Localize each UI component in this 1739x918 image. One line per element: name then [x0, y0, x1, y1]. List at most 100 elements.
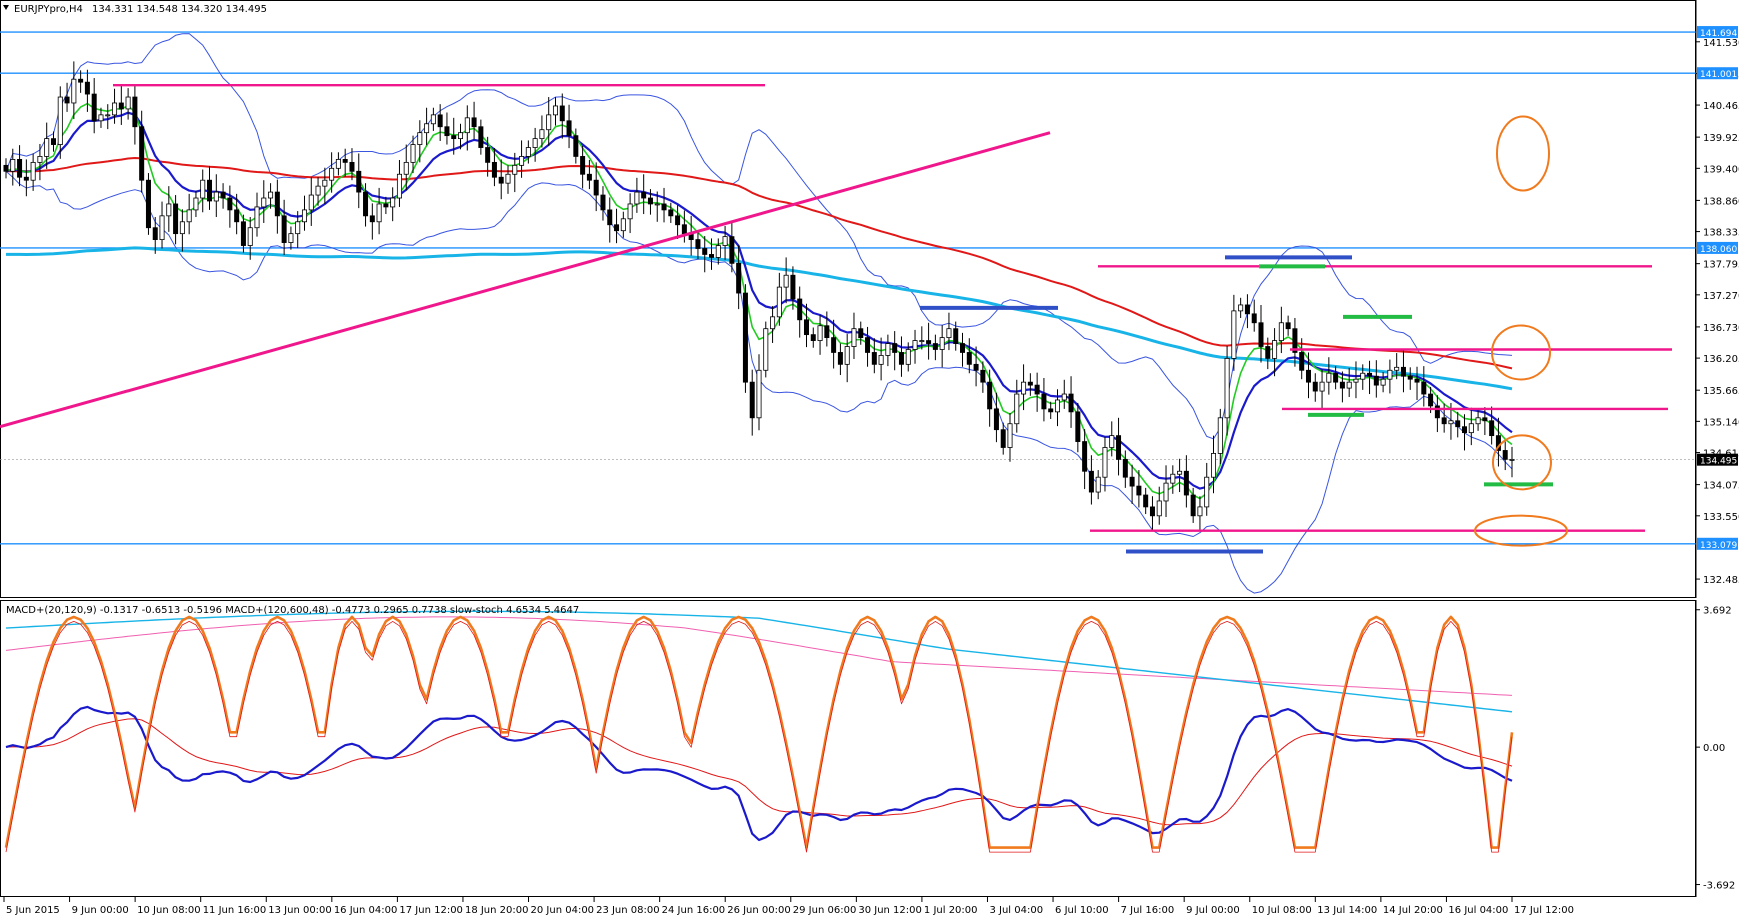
price-tag-label: 133.079 [1700, 541, 1737, 551]
bull-candle [1211, 453, 1217, 478]
bear-candle [566, 120, 572, 137]
bull-candle [1156, 500, 1162, 517]
price-tag-label: 141.001 [1700, 70, 1737, 80]
bear-candle [702, 248, 708, 255]
bear-candle [1034, 384, 1040, 395]
bull-candle [546, 114, 552, 131]
price-tag-box [1697, 67, 1738, 80]
bear-candle [17, 159, 23, 178]
bear-candle [797, 298, 803, 321]
bear-candle [1116, 435, 1122, 460]
price-tag-box [1697, 453, 1738, 466]
bear-candle [478, 126, 484, 148]
bull-candle [1387, 369, 1393, 380]
bull-candle [1177, 470, 1183, 475]
bull-candle [193, 197, 199, 211]
slow-stoch-signal [5, 621, 1513, 853]
bull-candle [1204, 476, 1210, 508]
bull-candle [1509, 458, 1515, 461]
price-axis-area [1696, 0, 1739, 598]
bear-candle [1455, 420, 1461, 428]
bear-candle [1441, 417, 1447, 425]
bear-candle [234, 209, 240, 223]
bull-candle [776, 286, 782, 318]
bear-candle [1400, 366, 1406, 377]
bear-candle [1258, 322, 1264, 347]
bear-candle [736, 262, 742, 294]
bull-candle [268, 191, 274, 199]
bear-candle [1027, 381, 1033, 386]
price-tick-label: 134.075 [1703, 481, 1739, 492]
bear-candle [274, 191, 280, 217]
bull-candle [1163, 482, 1169, 502]
bear-candle [281, 215, 287, 243]
bull-candle [817, 325, 823, 341]
time-tick-label: 20 Jun 04:00 [531, 905, 595, 916]
bear-candle [471, 117, 477, 128]
bull-candle [1217, 417, 1223, 454]
bear-candle [23, 176, 29, 181]
time-tick-label: 18 Jun 20:00 [465, 905, 529, 916]
bear-candle [1339, 381, 1345, 389]
bear-candle [898, 352, 904, 365]
bull-candle [98, 114, 104, 122]
bear-candle [491, 161, 497, 178]
bull-candle [105, 114, 111, 117]
orange-highlight-ellipse-2 [1492, 434, 1552, 491]
bear-candle [1407, 375, 1413, 380]
orange-highlight-ellipse-0 [1496, 115, 1550, 192]
price-tick-label: 136.730 [1703, 323, 1739, 334]
bull-candle [634, 191, 640, 205]
bull-candle [179, 221, 185, 235]
bear-candle [369, 215, 375, 223]
bear-candle [444, 126, 450, 137]
bear-candle [1333, 372, 1339, 383]
bear-candle [953, 328, 959, 344]
bull-candle [1272, 340, 1278, 359]
bull-candle [1014, 393, 1020, 425]
bull-candle [620, 218, 626, 232]
bear-candle [1305, 369, 1311, 383]
bull-candle [763, 328, 769, 371]
bull-candle [417, 132, 423, 145]
bull-candle [213, 191, 219, 202]
bear-candle [1183, 470, 1189, 496]
price-tick-label: 140.465 [1703, 101, 1739, 112]
time-tick-label: 9 Jun 00:00 [72, 905, 129, 916]
bear-candle [132, 96, 138, 128]
bull-candle [254, 206, 260, 229]
bull-candle [878, 355, 884, 365]
bull-candle [464, 117, 470, 134]
bull-candle [1394, 366, 1400, 371]
bear-candle [607, 209, 613, 226]
bear-candle [342, 159, 348, 163]
bear-candle [91, 93, 97, 122]
bull-candle [30, 161, 36, 181]
bear-candle [1149, 506, 1155, 517]
bull-candle [410, 144, 416, 163]
bull-candle [186, 209, 192, 223]
bull-candle [770, 316, 776, 330]
bear-candle [498, 176, 504, 184]
bear-candle [810, 334, 816, 341]
bear-candle [1462, 426, 1468, 434]
indicator-tick-label: -3.692 [1703, 881, 1735, 892]
bear-candle [960, 343, 966, 353]
bear-candle [173, 203, 179, 235]
bear-candle [1312, 381, 1318, 392]
chart-menu-triangle-icon[interactable] [3, 5, 9, 10]
bear-candle [559, 105, 565, 122]
bull-candle [525, 147, 531, 157]
bull-candle [37, 156, 43, 163]
bull-candle [783, 274, 789, 288]
bear-candle [1122, 458, 1128, 478]
time-tick-label: 17 Jul 12:00 [1514, 905, 1574, 916]
time-tick-label: 14 Jul 20:00 [1383, 905, 1443, 916]
bear-candle [926, 340, 932, 344]
bear-candle [3, 164, 9, 172]
bear-candle [78, 78, 84, 83]
time-tick-label: 16 Jul 04:00 [1448, 905, 1508, 916]
bear-candle [1143, 494, 1149, 508]
time-tick-label: 5 Jun 2015 [6, 905, 60, 916]
